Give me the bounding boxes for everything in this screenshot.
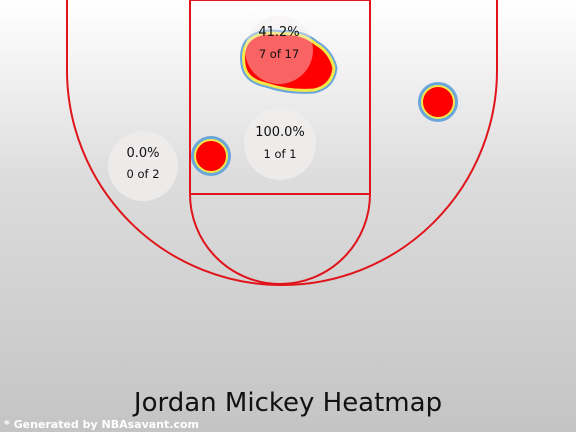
zone-left-mid-range: 0.0% 0 of 2 [108,131,178,201]
zone-restricted-area: 41.2% 7 of 17 [245,16,313,84]
free-throw-circle [189,193,371,285]
credit-text: * Generated by NBAsavant.com [4,418,199,431]
zone-bubble [244,108,316,180]
zone-count: 1 of 1 [263,147,296,161]
paint-lane [189,0,371,195]
zone-pct: 41.2% [258,25,299,40]
heat-blob-right-elbow [418,82,458,122]
three-point-arc [66,0,498,286]
heat-blob-rim [240,29,338,94]
zone-paint-non-ra: 100.0% 1 of 1 [244,108,316,180]
zone-bubble [245,16,313,84]
court-lines [66,0,498,286]
chart-title: Jordan Mickey Heatmap [132,388,442,418]
zone-pct: 100.0% [255,125,305,140]
zone-count: 7 of 17 [259,47,299,61]
zone-bubble [108,131,178,201]
heat-blobs [191,29,458,176]
zone-pct: 0.0% [126,146,159,161]
heat-blob-left-paint [191,136,231,176]
zone-count: 0 of 2 [126,167,159,181]
